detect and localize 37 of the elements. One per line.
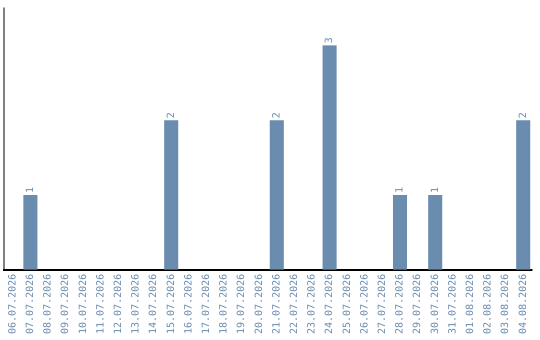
x-tick-label: 28.07.2026 [394,274,406,334]
x-tick-label: 30.07.2026 [430,274,441,334]
x-tick-label: 22.07.2026 [288,274,300,334]
x-tick-label: 04.08.2026 [518,274,529,334]
data-label: 2 [166,112,177,118]
data-label: 2 [271,112,282,118]
x-tick-label: 24.07.2026 [324,274,336,334]
x-tick-label: 11.07.2026 [95,274,106,334]
x-tick-label: 13.07.2026 [130,274,142,334]
x-tick-label: 14.07.2026 [148,274,160,334]
x-tick-label: 29.07.2026 [412,274,424,334]
x-tick-label: 02.08.2026 [482,274,494,334]
x-tick-label: 19.07.2026 [236,274,248,334]
data-label: 1 [394,186,406,193]
x-tick-label: 23.07.2026 [306,274,318,334]
x-tick-label: 07.07.2026 [24,274,36,334]
data-label: 2 [518,112,529,118]
x-tick-label: 18.07.2026 [218,274,230,334]
x-tick-label: 16.07.2026 [183,274,194,334]
x-tick-label: 10.07.2026 [78,274,89,334]
x-tick-label: 31.07.2026 [447,274,458,334]
x-tick-label: 20.07.2026 [254,274,265,334]
x-tick-label: 26.07.2026 [359,274,370,334]
x-tick-label: 21.07.2026 [271,274,282,334]
x-tick-label: 06.07.2026 [7,274,18,334]
data-label: 3 [324,37,336,44]
x-tick-label: 01.08.2026 [464,274,476,334]
data-label: 1 [24,186,36,193]
x-tick-label: 17.07.2026 [200,274,212,334]
data-label: 1 [430,186,441,193]
x-tick-label: 25.07.2026 [342,274,353,334]
x-tick-label: 08.07.2026 [42,274,54,334]
x-tick-label: 03.08.2026 [500,274,512,334]
x-tick-label: 27.07.2026 [376,274,388,334]
x-tick-label: 12.07.2026 [112,274,124,334]
x-tick-label: 09.07.2026 [60,274,72,334]
x-tick-label: 15.07.2026 [166,274,177,334]
